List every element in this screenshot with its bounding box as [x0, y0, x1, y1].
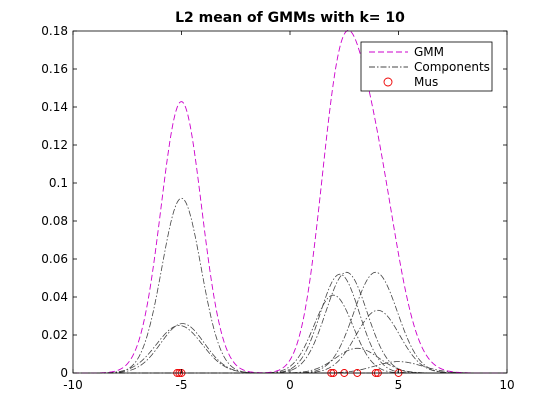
y-tick-label-1: 0.02 — [41, 328, 68, 342]
legend-label-mus: Mus — [414, 75, 438, 89]
legend: GMM Components Mus — [360, 41, 493, 92]
legend-label-gmm: GMM — [414, 45, 444, 59]
component-curve-2 — [73, 323, 507, 374]
y-tick-label-3: 0.06 — [41, 252, 68, 266]
y-tick-label-5: 0.1 — [49, 176, 68, 190]
legend-label-components: Components — [414, 60, 490, 74]
y-tick-label-6: 0.12 — [41, 138, 68, 152]
gmm-curve — [73, 29, 507, 374]
x-tick-label-2: 0 — [286, 378, 294, 392]
x-tick-label-1: -5 — [176, 378, 188, 392]
y-tick-label-9: 0.18 — [41, 24, 68, 38]
y-tick-label-2: 0.04 — [41, 290, 68, 304]
y-tick-label-8: 0.16 — [41, 62, 68, 76]
chart-title: L2 mean of GMMs with k= 10 — [175, 10, 405, 26]
component-curve-4 — [73, 294, 507, 374]
legend-box — [360, 41, 493, 92]
component-curve-3 — [73, 325, 507, 374]
y-tick-label-0: 0 — [60, 366, 68, 380]
component-curve-1 — [73, 197, 507, 374]
axis-ticks: -10 -5 0 5 10 0 0.02 0.04 0.06 0.08 0.1 0.12 0.14 0.1… — [41, 24, 514, 392]
legend-swatch-mus — [383, 77, 393, 87]
y-tick-label-7: 0.14 — [41, 100, 68, 114]
y-tick-label-4: 0.08 — [41, 214, 68, 228]
x-tick-label-4: 10 — [499, 378, 514, 392]
x-tick-label-3: 5 — [395, 378, 403, 392]
x-tick-label-0: -10 — [63, 378, 83, 392]
